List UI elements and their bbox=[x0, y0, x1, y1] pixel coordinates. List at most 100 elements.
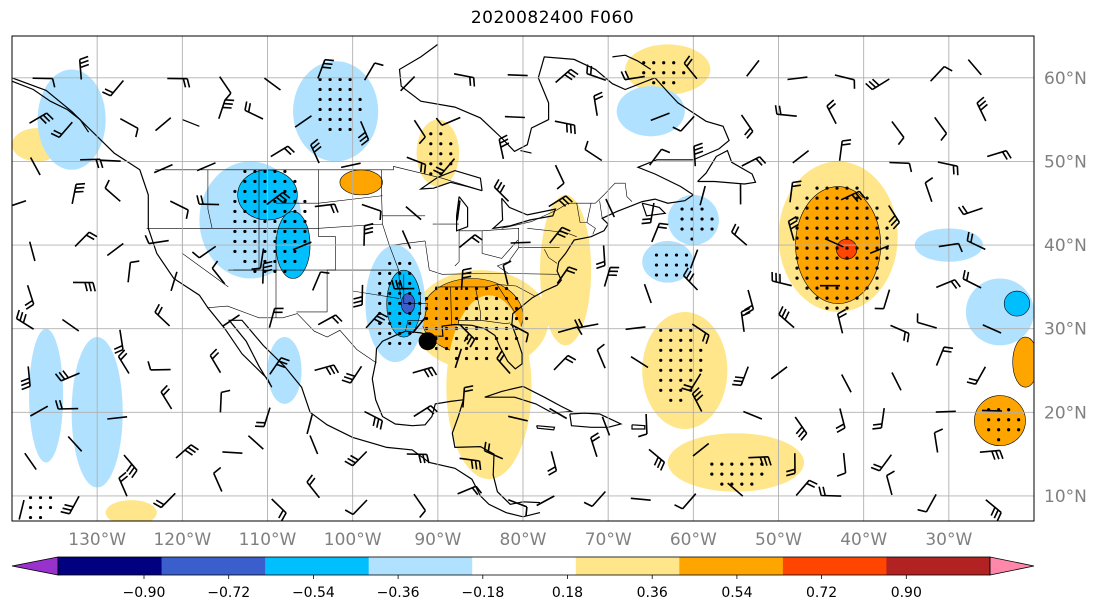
wind-barb-104 bbox=[982, 324, 1002, 334]
wind-barb-197 bbox=[413, 119, 426, 145]
wind-barb-226 bbox=[787, 76, 808, 81]
wind-barb-30 bbox=[459, 457, 482, 470]
wind-barb-208 bbox=[934, 116, 948, 141]
wind-barb-20 bbox=[985, 499, 1002, 521]
wind-barb-10 bbox=[508, 498, 528, 516]
wind-barb-77 bbox=[681, 373, 702, 392]
wind-barb-117 bbox=[603, 266, 620, 287]
wind-barb-214 bbox=[219, 76, 232, 101]
wind-barb-205 bbox=[774, 105, 797, 117]
wind-barb-49 bbox=[364, 410, 384, 430]
wind-barb-206 bbox=[826, 99, 837, 125]
wind-barb-75 bbox=[596, 343, 606, 369]
coastline-segment-11 bbox=[697, 149, 757, 185]
wind-barb-6 bbox=[306, 474, 321, 499]
longitude-labels: 130°W 120°W 110°W 100°W 90°W 80°W 70°W 60°W 50°W… bbox=[68, 530, 972, 550]
wind-barb-37 bbox=[786, 453, 796, 477]
wind-barb-192 bbox=[154, 117, 172, 132]
anomaly-blob-5 bbox=[446, 295, 532, 480]
wind-barb-15 bbox=[727, 482, 744, 497]
wind-barb-58 bbox=[794, 416, 808, 441]
wind-barb-110 bbox=[262, 260, 273, 284]
boundary-segment-21 bbox=[480, 320, 511, 325]
wind-barb-137 bbox=[549, 226, 571, 244]
wind-barb-101 bbox=[836, 308, 847, 334]
lat-label-1: 20°N bbox=[1044, 403, 1087, 423]
anomaly-blob-32 bbox=[267, 337, 302, 404]
colorbar-swatch-5 bbox=[575, 557, 680, 575]
wind-barb-119 bbox=[682, 267, 699, 291]
wind-barb-107 bbox=[127, 260, 140, 283]
stipple-region-10 bbox=[710, 462, 764, 486]
wind-barb-124 bbox=[935, 279, 961, 289]
lat-label-5: 60°N bbox=[1044, 69, 1087, 89]
boundary-segment-8 bbox=[276, 195, 383, 204]
wind-barb-2 bbox=[118, 471, 129, 497]
anomaly-blob-12 bbox=[667, 433, 805, 492]
coastline-segment-12 bbox=[12, 80, 90, 133]
colorbar-tick-label-5: 0.18 bbox=[552, 585, 583, 601]
coastline-segment-15 bbox=[612, 54, 652, 70]
coastline-segment-1 bbox=[371, 77, 730, 505]
boundary-segment-0 bbox=[155, 166, 483, 191]
wind-barb-31 bbox=[483, 441, 504, 460]
wind-barb-22 bbox=[67, 435, 83, 452]
wind-barb-95 bbox=[557, 326, 583, 336]
lon-label-0: 130°W bbox=[68, 530, 126, 550]
wind-barb-165 bbox=[888, 205, 901, 230]
wind-barbs bbox=[12, 55, 1012, 521]
wind-barb-183 bbox=[741, 156, 767, 167]
wind-barb-60 bbox=[872, 407, 885, 430]
anomaly-blob-15 bbox=[105, 500, 157, 521]
wind-barb-63 bbox=[20, 366, 31, 391]
wind-barb-225 bbox=[746, 59, 760, 77]
wind-barb-169 bbox=[80, 158, 104, 169]
wind-barb-84 bbox=[15, 309, 35, 330]
wind-barb-74 bbox=[553, 354, 577, 371]
wind-barb-156 bbox=[456, 200, 461, 221]
wind-barb-27 bbox=[309, 435, 319, 455]
wind-barb-112 bbox=[353, 284, 364, 308]
chart-title: 2020082400 F060 bbox=[470, 8, 635, 28]
lon-label-4: 90°W bbox=[414, 530, 461, 550]
anomaly-blob-27 bbox=[29, 328, 64, 463]
wind-barb-212 bbox=[102, 79, 125, 97]
wind-barb-184 bbox=[792, 149, 810, 164]
wind-barb-216 bbox=[317, 58, 334, 79]
wind-barb-59 bbox=[835, 408, 846, 433]
wind-barb-25 bbox=[222, 451, 243, 454]
anomaly-blob-9 bbox=[625, 44, 711, 95]
wind-barb-185 bbox=[838, 139, 852, 161]
wind-barb-138 bbox=[595, 245, 606, 270]
wind-barb-155 bbox=[405, 205, 422, 221]
wind-barb-178 bbox=[498, 134, 510, 160]
wind-barb-172 bbox=[196, 162, 216, 172]
wind-barb-207 bbox=[891, 121, 905, 146]
wind-barb-114 bbox=[460, 267, 472, 291]
wind-barb-199 bbox=[504, 115, 525, 119]
wind-barb-176 bbox=[406, 156, 427, 174]
anomaly-blob-30 bbox=[616, 86, 685, 137]
wind-barb-198 bbox=[435, 116, 461, 126]
wind-barb-149 bbox=[104, 179, 121, 202]
wind-barb-217 bbox=[363, 62, 384, 81]
colorbar-tick-label-3: −0.36 bbox=[377, 585, 420, 601]
colorbar-swatch-3 bbox=[368, 557, 473, 575]
wind-barb-141 bbox=[730, 223, 748, 246]
wind-barb-51 bbox=[462, 385, 474, 408]
wind-barb-79 bbox=[770, 366, 788, 380]
wind-barb-82 bbox=[935, 346, 954, 366]
wind-barb-34 bbox=[648, 448, 666, 471]
colorbar-tick-label-2: −0.54 bbox=[292, 585, 335, 601]
coastline-segment-7 bbox=[569, 412, 623, 428]
wind-barb-76 bbox=[630, 356, 649, 369]
colorbar-tick-label-8: 0.72 bbox=[806, 585, 837, 601]
wind-barb-157 bbox=[493, 179, 510, 202]
lon-label-9: 40°W bbox=[840, 530, 887, 550]
wind-barb-115 bbox=[502, 260, 512, 285]
wind-barb-196 bbox=[357, 120, 370, 146]
wind-barb-174 bbox=[310, 138, 322, 164]
colorbar-tick-label-6: 0.36 bbox=[637, 585, 668, 601]
wind-barb-144 bbox=[869, 244, 890, 254]
wind-barb-129 bbox=[144, 234, 169, 245]
